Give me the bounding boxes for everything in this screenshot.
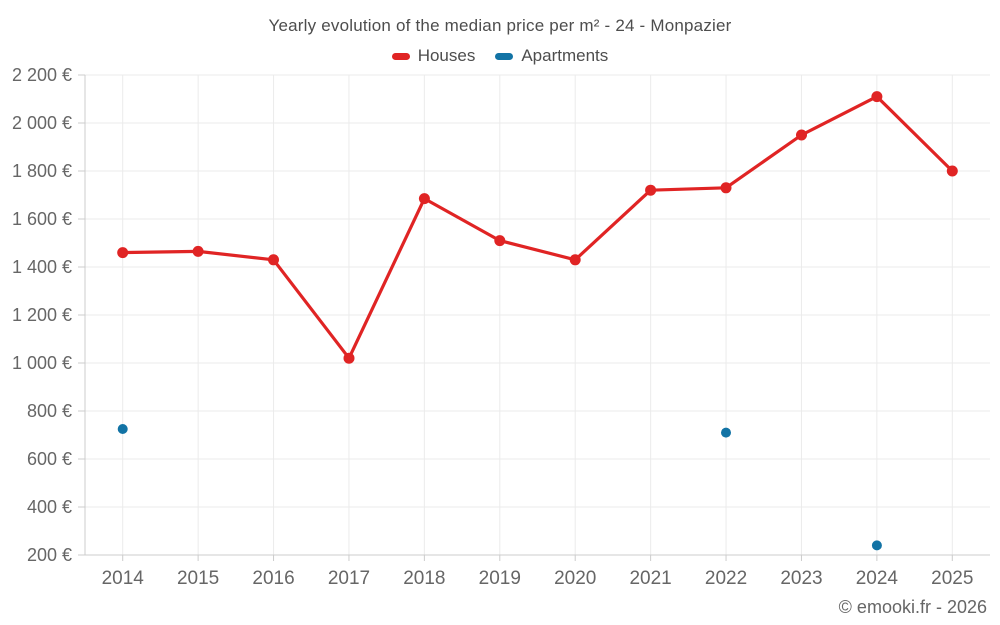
x-axis-label: 2024 xyxy=(856,568,899,589)
houses-series-line xyxy=(121,94,954,360)
point-houses-2014[interactable] xyxy=(117,247,129,259)
point-houses-2019[interactable] xyxy=(494,235,506,247)
x-axis-label: 2018 xyxy=(403,568,445,589)
y-axis-label: 400 € xyxy=(27,497,72,517)
x-axis-label: 2020 xyxy=(554,568,596,589)
x-axis-label: 2015 xyxy=(177,568,219,589)
y-axis-label: 1 600 € xyxy=(12,209,72,229)
point-apartments-2024[interactable] xyxy=(871,540,882,551)
point-houses-2015[interactable] xyxy=(192,245,204,257)
x-axis-label: 2025 xyxy=(931,568,973,589)
copyright-footer: © emooki.fr - 2026 xyxy=(838,597,987,617)
legend-label-apartments: Apartments xyxy=(521,46,609,65)
legend: Houses Apartments xyxy=(0,46,1000,66)
point-houses-2025[interactable] xyxy=(946,165,958,177)
point-houses-2022[interactable] xyxy=(720,182,732,194)
y-axis-label: 1 800 € xyxy=(12,161,72,181)
x-axis-label: 2017 xyxy=(328,568,370,589)
legend-swatch-houses xyxy=(391,52,410,60)
point-houses-2021[interactable] xyxy=(645,184,657,196)
x-axis-label: 2019 xyxy=(479,568,521,589)
point-apartments-2022[interactable] xyxy=(721,427,731,438)
legend-swatch-apartments xyxy=(495,52,514,60)
y-axis-label: 1 400 € xyxy=(12,257,72,277)
point-houses-2017[interactable] xyxy=(343,352,355,364)
legend-item-apartments[interactable]: Apartments xyxy=(495,46,608,66)
y-axis-label: 800 € xyxy=(27,401,72,421)
y-axis-label: 2 000 € xyxy=(12,113,72,133)
x-axis-label: 2014 xyxy=(102,568,145,589)
y-axis-label: 1 200 € xyxy=(12,305,72,325)
y-axis-label: 2 200 € xyxy=(12,65,72,85)
x-axis-label: 2022 xyxy=(705,568,747,589)
chart-title: Yearly evolution of the median price per… xyxy=(268,16,732,35)
point-houses-2020[interactable] xyxy=(569,254,581,266)
x-axis-label: 2023 xyxy=(780,568,822,589)
point-houses-2024[interactable] xyxy=(871,91,883,103)
y-axis-label: 200 € xyxy=(27,545,72,565)
point-houses-2018[interactable] xyxy=(418,193,430,205)
y-axis-label: 1 000 € xyxy=(12,353,72,373)
legend-label-houses: Houses xyxy=(417,46,476,65)
y-axis-label: 600 € xyxy=(27,449,72,469)
point-apartments-2014[interactable] xyxy=(117,424,128,434)
point-houses-2023[interactable] xyxy=(796,129,807,141)
x-axis-label: 2021 xyxy=(629,568,671,589)
x-axis-label: 2016 xyxy=(252,568,294,589)
legend-item-houses[interactable]: Houses xyxy=(391,46,476,66)
point-houses-2016[interactable] xyxy=(268,254,279,266)
